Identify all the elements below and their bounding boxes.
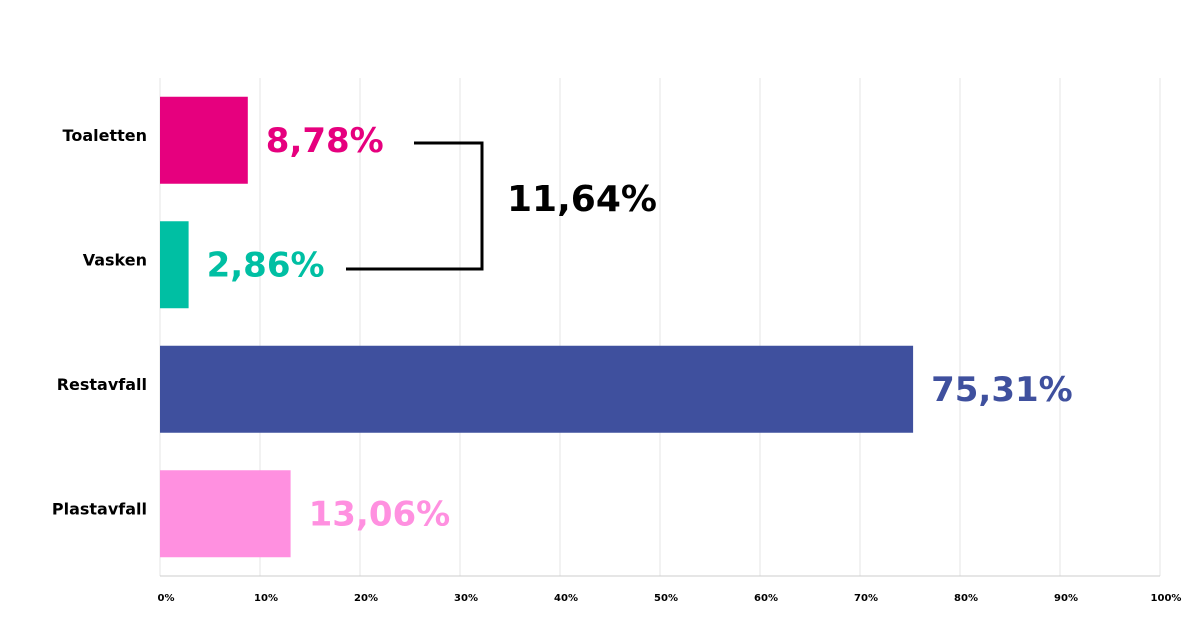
x-tick-label: 20% (354, 593, 378, 604)
value-label: 13,06% (309, 494, 451, 534)
x-tick-label: 0% (158, 593, 175, 604)
bracket (346, 141, 484, 271)
x-tick-label: 90% (1054, 593, 1078, 604)
bar (160, 345, 914, 433)
x-tick-label: 50% (654, 593, 678, 604)
bar (160, 470, 291, 558)
annotation: 11,64% (507, 179, 657, 220)
x-tick-label: 30% (454, 593, 478, 604)
x-tick-label: 100% (1151, 593, 1182, 604)
value-label: 75,31% (931, 370, 1073, 410)
x-tick-label: 40% (554, 593, 578, 604)
x-tick-label: 60% (754, 593, 778, 604)
value-label: 8,78% (266, 121, 384, 161)
x-tick-label: 70% (854, 593, 878, 604)
y-tick-label: Vasken (83, 250, 147, 269)
x-tick-label: 80% (954, 593, 978, 604)
bar (160, 221, 189, 309)
y-tick-label: Toaletten (63, 126, 147, 145)
x-tick-label: 10% (254, 593, 278, 604)
bar (160, 96, 248, 184)
y-tick-label: Plastavfall (52, 499, 147, 518)
y-tick-label: Restavfall (57, 375, 147, 394)
value-label: 2,86% (207, 245, 325, 285)
